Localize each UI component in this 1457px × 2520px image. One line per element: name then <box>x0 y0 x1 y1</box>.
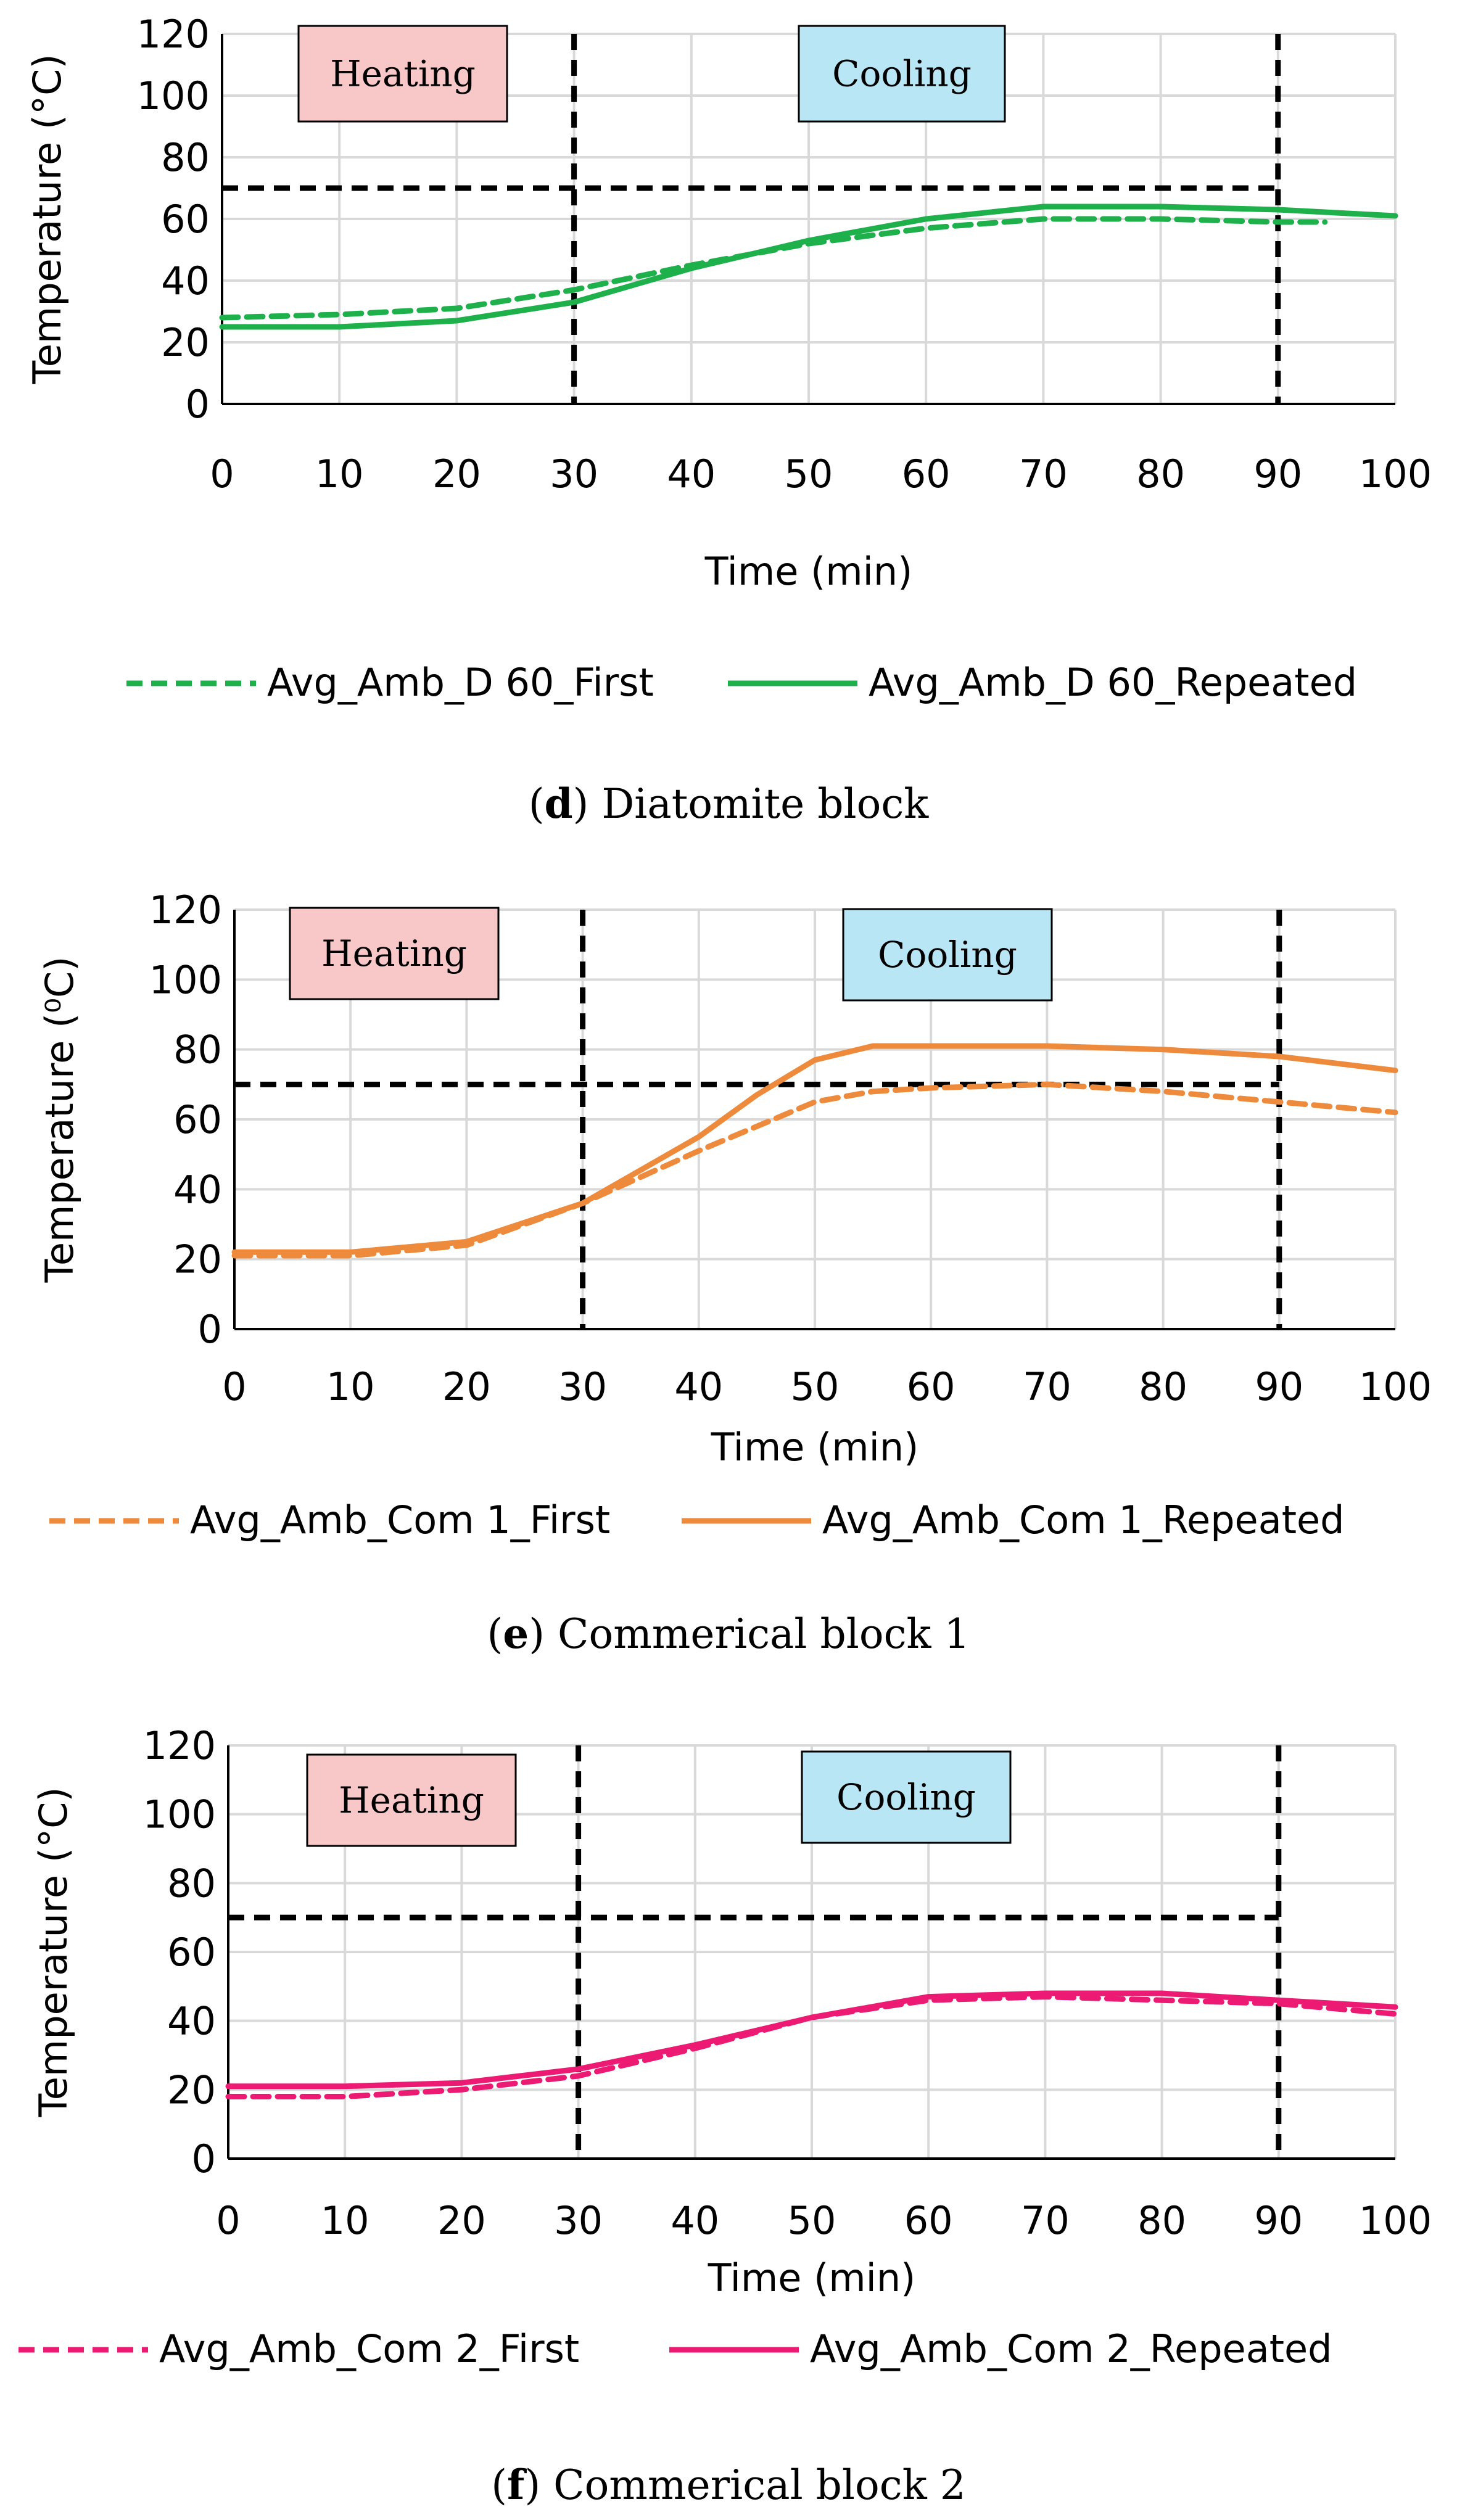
y-tick-label: 60 <box>173 1097 222 1142</box>
x-tick-label: 30 <box>554 2198 603 2243</box>
x-tick-label: 90 <box>1255 1364 1303 1409</box>
legend-label: Avg_Amb_D 60_Repeated <box>869 660 1357 705</box>
x-tick-label: 20 <box>437 2198 486 2243</box>
y-tick-label: 0 <box>198 1307 222 1352</box>
series-line-repeated <box>225 1990 1398 2090</box>
x-tick-label: 100 <box>1359 451 1432 496</box>
x-tick-label: 40 <box>674 1364 723 1409</box>
cooling-phase-box <box>842 908 1053 1002</box>
x-axis-title: Time (min) <box>711 1425 919 1470</box>
cooling-phase-label: Cooling <box>836 1776 976 1818</box>
series-line-first <box>219 216 1328 321</box>
x-axis-title: Time (min) <box>704 549 913 594</box>
caption-text: ) Commerical block 1 <box>529 1610 970 1658</box>
y-tick-label: 80 <box>173 1027 222 1073</box>
x-tick-label: 100 <box>1359 1364 1432 1409</box>
chart-panel-f: 0 20 40 60 80 100 120 0 10 20 30 40 50 60 70 80 90 100 Tim… <box>19 1723 1432 2509</box>
heating-phase-box <box>289 907 500 1000</box>
x-tick-label: 40 <box>667 451 716 496</box>
panel-caption: (d) Diatomite block <box>529 780 930 828</box>
x-tick-label: 50 <box>788 2198 836 2243</box>
x-tick-label: 30 <box>550 451 598 496</box>
heating-phase-label: Heating <box>339 1779 484 1821</box>
x-tick-label: 10 <box>326 1364 375 1409</box>
chart-panel-d: 0 20 40 60 80 100 120 0 10 20 30 40 50 60 70 80 90 100 Tim… <box>25 12 1432 828</box>
caption-letter: d <box>544 780 572 828</box>
chart-panel-e: 0 20 40 60 80 100 120 0 10 20 30 40 50 60 70 80 90 100 Tim… <box>37 887 1432 1658</box>
heating-phase-box <box>297 25 508 123</box>
x-tick-label: 0 <box>210 451 234 496</box>
x-tick-label: 50 <box>785 451 833 496</box>
x-tick-label: 30 <box>558 1364 607 1409</box>
y-tick-label: 20 <box>167 2067 216 2112</box>
x-tick-label: 70 <box>1019 451 1068 496</box>
y-tick-label: 60 <box>161 197 210 242</box>
x-tick-label: 80 <box>1136 451 1185 496</box>
x-tick-label: 10 <box>315 451 364 496</box>
panel-caption: (e) Commerical block 1 <box>487 1610 970 1658</box>
caption-text: ) Diatomite block <box>573 780 930 828</box>
x-tick-label: 20 <box>442 1364 491 1409</box>
x-tick-label: 80 <box>1139 1364 1187 1409</box>
x-axis-title: Time (min) <box>708 2255 916 2300</box>
x-tick-label: 60 <box>907 1364 956 1409</box>
series-line-repeated <box>231 1043 1398 1255</box>
y-tick-label: 20 <box>173 1237 222 1282</box>
y-tick-label: 0 <box>186 382 210 427</box>
legend-label: Avg_Amb_Com 2_Repeated <box>810 2326 1332 2371</box>
heating-phase-box <box>306 1753 517 1847</box>
cooling-phase-box <box>801 1750 1012 1844</box>
caption-paren-open: ( <box>487 1610 503 1658</box>
x-tick-label: 80 <box>1137 2198 1186 2243</box>
x-tick-label: 60 <box>904 2198 953 2243</box>
legend-label: Avg_Amb_Com 1_Repeated <box>822 1497 1345 1542</box>
y-tick-label: 60 <box>167 1930 216 1975</box>
y-axis-title: Temperature (°C) <box>31 1787 76 2117</box>
caption-paren-open: ( <box>491 2461 507 2509</box>
y-tick-label: 100 <box>143 1792 216 1837</box>
x-tick-label: 60 <box>902 451 951 496</box>
caption-text: ) Commerical block 2 <box>524 2461 965 2509</box>
cooling-phase-label: Cooling <box>878 934 1017 976</box>
y-tick-label: 120 <box>149 887 222 933</box>
panel-caption: (f) Commerical block 2 <box>491 2461 965 2509</box>
y-tick-label: 80 <box>161 135 210 180</box>
x-tick-label: 20 <box>432 451 481 496</box>
y-tick-label: 20 <box>161 320 210 365</box>
x-tick-label: 70 <box>1023 1364 1071 1409</box>
legend-label: Avg_Amb_Com 1_First <box>190 1497 610 1542</box>
x-tick-label: 50 <box>791 1364 840 1409</box>
legend-label: Avg_Amb_Com 2_First <box>159 2326 579 2371</box>
y-tick-label: 100 <box>137 73 210 118</box>
legend-label: Avg_Amb_D 60_First <box>267 660 654 705</box>
x-tick-label: 70 <box>1021 2198 1070 2243</box>
y-axis-title: Temperature (°C) <box>25 54 70 384</box>
y-tick-label: 40 <box>161 258 210 303</box>
caption-letter: e <box>503 1610 529 1658</box>
y-tick-label: 100 <box>149 957 222 1002</box>
x-tick-label: 90 <box>1253 451 1302 496</box>
caption-paren-open: ( <box>529 780 545 828</box>
heating-phase-label: Heating <box>321 933 467 974</box>
y-tick-label: 40 <box>167 1999 216 2044</box>
y-axis-title: Temperature (⁰C) <box>37 957 82 1283</box>
caption-letter: f <box>507 2461 527 2509</box>
series-line-first <box>231 1081 1398 1259</box>
y-tick-label: 120 <box>143 1723 216 1768</box>
y-tick-label: 40 <box>173 1167 222 1212</box>
y-tick-label: 0 <box>192 2136 216 2181</box>
cooling-phase-label: Cooling <box>832 53 972 95</box>
x-tick-label: 100 <box>1359 2198 1432 2243</box>
x-tick-label: 10 <box>321 2198 369 2243</box>
y-tick-label: 80 <box>167 1861 216 1906</box>
y-tick-label: 120 <box>137 12 210 57</box>
x-tick-label: 90 <box>1254 2198 1303 2243</box>
x-tick-label: 0 <box>216 2198 240 2243</box>
cooling-phase-box <box>798 25 1006 123</box>
x-tick-label: 0 <box>222 1364 246 1409</box>
series-line-repeated <box>219 204 1398 330</box>
x-tick-label: 40 <box>671 2198 719 2243</box>
heating-phase-label: Heating <box>330 53 476 95</box>
